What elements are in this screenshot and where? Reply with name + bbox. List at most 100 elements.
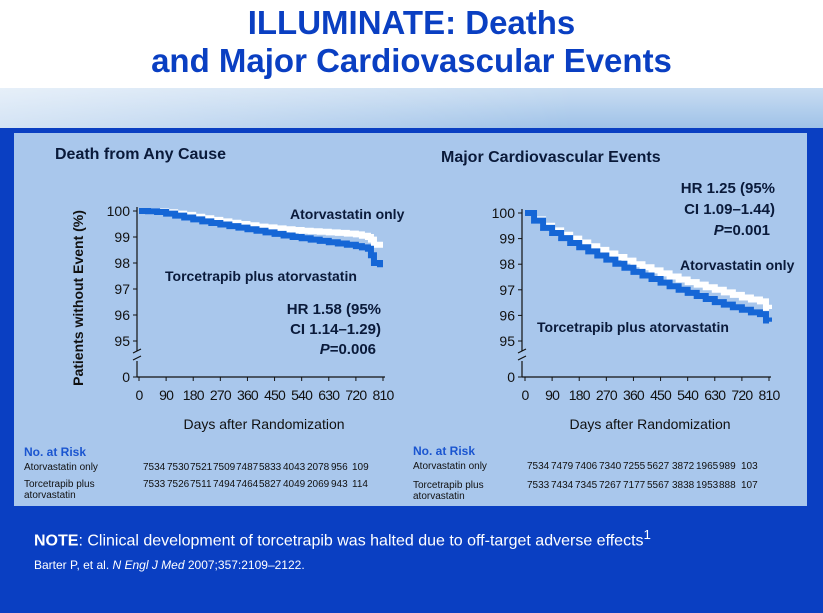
chart-panel	[14, 133, 807, 506]
at-risk-header: No. at Risk	[413, 444, 475, 458]
at-risk-value: 888	[719, 480, 736, 491]
x-tick-label: 630	[318, 387, 340, 403]
y-tick-label: 97	[499, 282, 515, 298]
at-risk-value: 5827	[259, 479, 282, 490]
x-tick-label: 270	[596, 387, 618, 403]
x-tick-label: 720	[345, 387, 367, 403]
x-tick-label: 810	[759, 387, 781, 403]
x-tick-label: 0	[136, 387, 144, 403]
label-torcetrapib: Torcetrapib plus atorvastatin	[537, 319, 729, 335]
x-tick-label: 630	[704, 387, 726, 403]
p-number: =0.006	[330, 341, 376, 358]
note-label: NOTE	[34, 532, 79, 550]
x-tick-label: 450	[264, 387, 286, 403]
at-risk-value: 7406	[575, 461, 598, 472]
at-risk-value: 1965	[696, 461, 719, 472]
x-tick-label: 810	[373, 387, 395, 403]
footnote: NOTE: Clinical development of torcetrapi…	[34, 527, 651, 550]
p-value: P=0.001	[714, 222, 770, 239]
title-line-1: ILLUMINATE: Deaths	[247, 4, 576, 41]
at-risk-value: 7509	[213, 462, 236, 473]
y-tick-label: 95	[114, 333, 130, 349]
y-tick-label: 0	[507, 369, 515, 385]
y-tick-label: 95	[499, 333, 515, 349]
axis-break-mark	[517, 348, 527, 361]
at-risk-value: 7511	[190, 479, 212, 490]
at-risk-row-label: Torcetrapib plus	[24, 479, 95, 490]
at-risk-value: 7434	[551, 480, 574, 491]
y-tick-label: 100	[107, 203, 131, 219]
slide-title: ILLUMINATE: Deaths and Major Cardiovascu…	[0, 4, 823, 80]
at-risk-value: 7534	[527, 461, 550, 472]
x-tick-label: 90	[159, 387, 174, 403]
x-tick-label: 90	[545, 387, 560, 403]
at-risk-row-label: Atorvastatin only	[24, 462, 98, 473]
at-risk-value: 989	[719, 461, 736, 472]
at-risk-row-label: Atorvastatin only	[413, 461, 487, 472]
at-risk-value: 2069	[307, 479, 330, 490]
x-tick-label: 360	[623, 387, 645, 403]
y-tick-label: 96	[499, 307, 515, 323]
at-risk-value: 7177	[623, 480, 646, 491]
label-torcetrapib: Torcetrapib plus atorvastatin	[165, 268, 357, 284]
y-tick-label: 99	[114, 229, 130, 245]
at-risk-value: 7533	[143, 479, 166, 490]
x-tick-label: 0	[522, 387, 530, 403]
x-axis-label: Days after Randomization	[183, 416, 344, 432]
citation: Barter P, et al. N Engl J Med 2007;357:2…	[34, 558, 305, 572]
series-torcetrapib-line	[525, 210, 772, 324]
at-risk-value: 7479	[551, 461, 574, 472]
at-risk-value: 114	[352, 479, 368, 490]
at-risk-value: 4049	[283, 479, 306, 490]
label-atorvastatin: Atorvastatin only	[290, 206, 405, 222]
at-risk-value: 107	[741, 480, 758, 491]
y-tick-label: 97	[114, 281, 130, 297]
at-risk-value: 7464	[236, 479, 259, 490]
x-tick-label: 180	[183, 387, 205, 403]
note-superscript: 1	[643, 527, 651, 542]
y-tick-label: 96	[114, 307, 130, 323]
x-axis-label: Days after Randomization	[569, 416, 730, 432]
y-tick-label: 100	[492, 205, 516, 221]
at-risk-value: 7530	[167, 462, 190, 473]
at-risk-value: 943	[331, 479, 348, 490]
at-risk-value: 7345	[575, 480, 598, 491]
x-tick-label: 180	[569, 387, 591, 403]
header-gradient-band	[0, 88, 823, 128]
y-tick-label: 0	[122, 369, 130, 385]
at-risk-value: 7521	[190, 462, 213, 473]
at-risk-value: 5833	[259, 462, 282, 473]
confidence-interval: CI 1.09–1.44)	[684, 201, 775, 218]
at-risk-value: 109	[352, 462, 369, 473]
label-atorvastatin: Atorvastatin only	[680, 257, 795, 273]
p-value: P=0.006	[320, 341, 376, 358]
at-risk-value: 7255	[623, 461, 646, 472]
at-risk-row-label: atorvastatin	[24, 490, 76, 501]
note-text: : Clinical development of torcetrapib wa…	[78, 532, 644, 550]
title-line-2: and Major Cardiovascular Events	[151, 42, 672, 79]
header: ILLUMINATE: Deaths and Major Cardiovascu…	[0, 0, 823, 88]
y-axis-label: Patients without Event (%)	[70, 210, 86, 386]
at-risk-value: 7340	[599, 461, 622, 472]
at-risk-value: 7534	[143, 462, 166, 473]
citation-details: 2007;357:2109–2122.	[184, 558, 305, 572]
at-risk-value: 7533	[527, 480, 550, 491]
x-tick-label: 540	[291, 387, 313, 403]
axis-break-mark	[132, 348, 142, 361]
y-tick-label: 98	[499, 256, 515, 272]
at-risk-value: 7494	[213, 479, 236, 490]
x-tick-label: 450	[650, 387, 672, 403]
x-tick-label: 360	[237, 387, 259, 403]
at-risk-value: 2078	[307, 462, 330, 473]
citation-authors: Barter P, et al.	[34, 558, 113, 572]
x-tick-label: 540	[677, 387, 699, 403]
at-risk-value: 7526	[167, 479, 190, 490]
citation-journal: N Engl J Med	[112, 558, 185, 572]
x-tick-label: 270	[210, 387, 232, 403]
at-risk-value: 956	[331, 462, 348, 473]
chart-title: Major Cardiovascular Events	[441, 149, 661, 166]
at-risk-value: 7487	[236, 462, 259, 473]
chart-1: Death from Any Cause 0 95 96 97 98 99 100 0 90 180…	[24, 146, 405, 501]
at-risk-value: 3872	[672, 461, 695, 472]
